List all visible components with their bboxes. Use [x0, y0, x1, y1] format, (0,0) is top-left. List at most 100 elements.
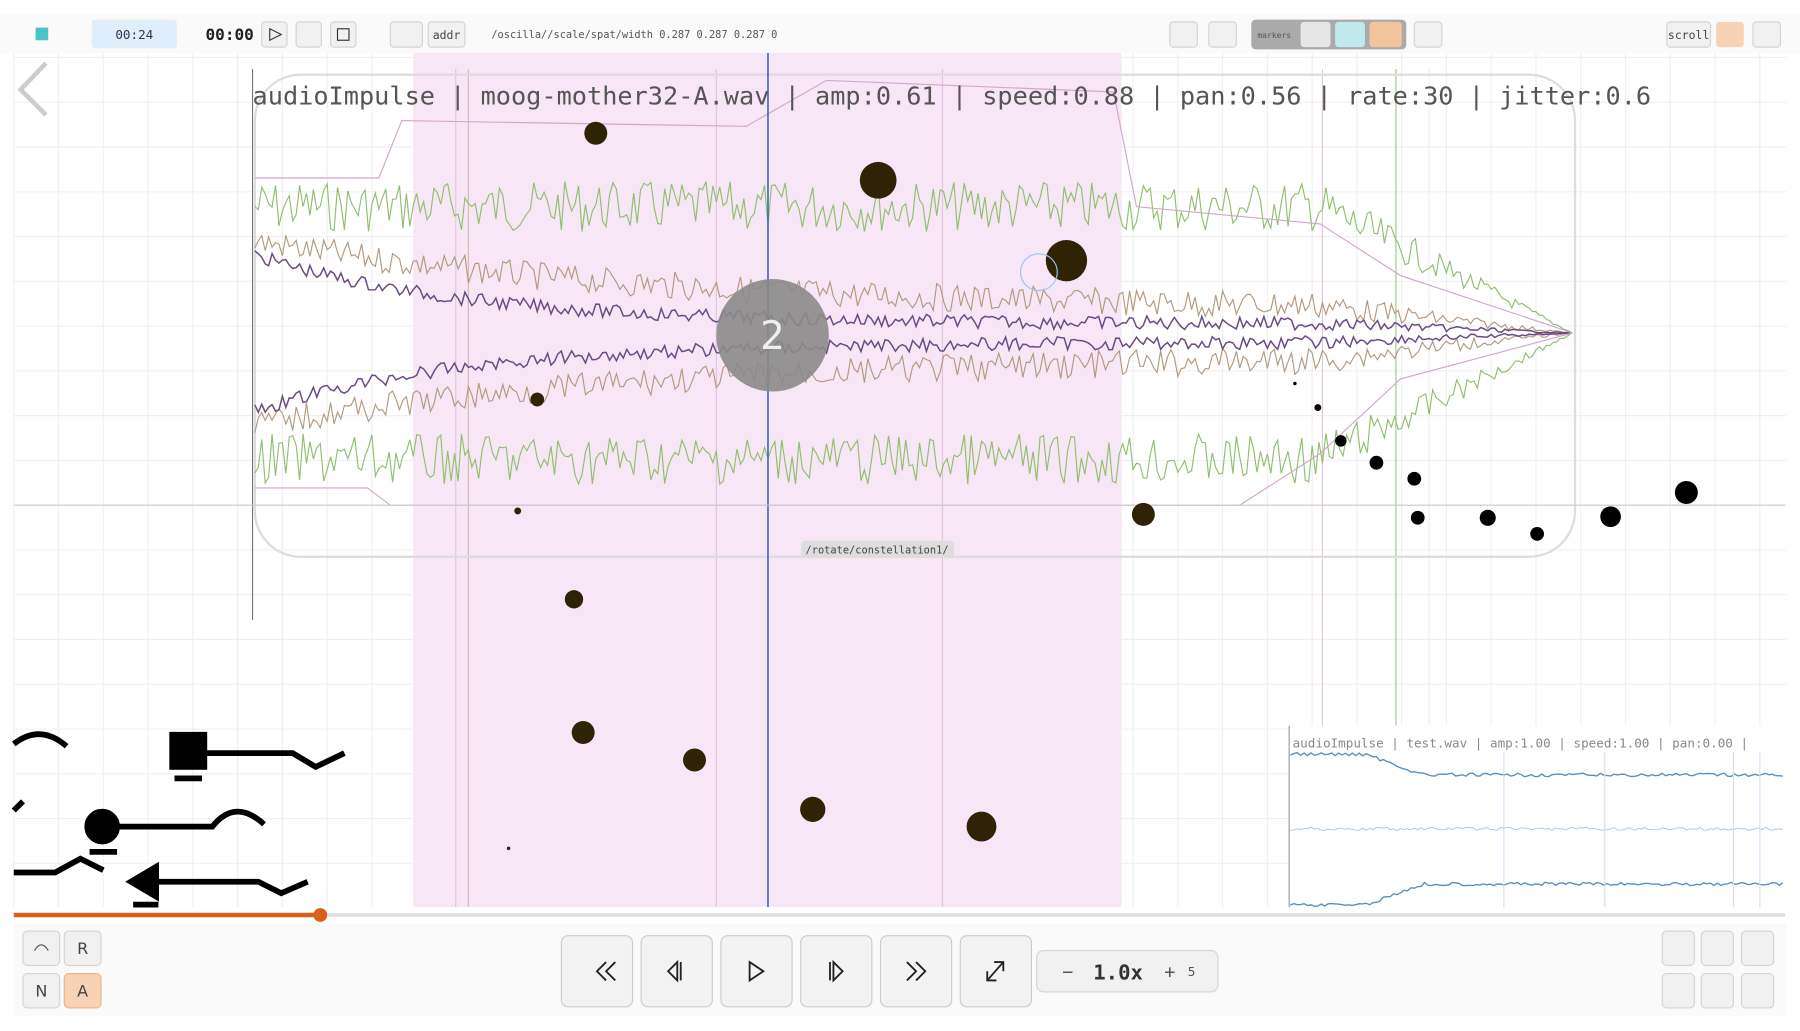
transport-icon [595, 961, 616, 982]
dot [564, 590, 584, 609]
right-buttons [1661, 930, 1775, 1009]
symbol [114, 808, 266, 830]
dot [800, 796, 826, 823]
dot [1369, 455, 1384, 470]
inset-wave [1290, 826, 1783, 832]
tool-button[interactable] [1740, 972, 1775, 1009]
inset-header: audioImpulse | test.wav | amp:1.00 | spe… [1293, 735, 1749, 750]
marker-up[interactable] [1335, 21, 1365, 48]
tool-button[interactable] [1661, 930, 1695, 967]
speed-plus[interactable]: + [1164, 962, 1175, 983]
toggle-button[interactable] [63, 972, 102, 1009]
transport-button[interactable] [800, 935, 873, 1008]
dot [514, 507, 522, 515]
toggle-button[interactable] [22, 972, 61, 1009]
waveform [254, 250, 1571, 334]
inset-panel [1288, 725, 1787, 907]
dot [1600, 506, 1621, 527]
dot [1314, 404, 1322, 412]
tool-button[interactable] [1661, 972, 1695, 1009]
dot [1335, 435, 1347, 447]
main-header: audioImpulse | moog-mother32-A.wav | amp… [253, 82, 1652, 111]
scroll-button[interactable] [1666, 21, 1712, 48]
left-buttons: R N A [22, 930, 102, 1009]
tool-button[interactable] [1700, 930, 1734, 967]
menu-button[interactable] [1752, 21, 1782, 48]
dot [1131, 502, 1155, 526]
badge-number: 2 [760, 314, 785, 359]
toggle-label: N [35, 981, 47, 1000]
speed-value: 1.0x [1093, 960, 1143, 984]
transport-icon [748, 960, 766, 983]
tag-label: /rotate/constellation1/ [806, 544, 949, 556]
osc-path: /oscilla//scale/spat/width 0.287 0.287 0… [491, 29, 777, 41]
dot [1674, 481, 1698, 505]
toggle-button[interactable] [63, 930, 102, 967]
symbol [12, 731, 69, 749]
addr-label: addr [433, 28, 461, 42]
transport-icon [906, 961, 927, 982]
inset-wave [1290, 881, 1784, 907]
transport-icon [986, 961, 1005, 982]
time-box [91, 19, 177, 49]
inset-wave [1290, 752, 1783, 778]
play-icon [269, 27, 283, 42]
dot [1530, 526, 1545, 541]
addr-button[interactable] [427, 21, 466, 48]
symbol [204, 750, 346, 771]
speed-box [1036, 950, 1219, 993]
mute-button[interactable] [389, 21, 424, 48]
inset-waves [1290, 751, 1784, 907]
tag-box [801, 540, 954, 558]
speed-step: 5 [1188, 964, 1196, 979]
waveform [254, 333, 1571, 486]
note-button[interactable] [1208, 21, 1237, 48]
edit-button[interactable] [1169, 21, 1198, 48]
waveform [254, 234, 1571, 334]
symbol [84, 808, 120, 845]
symbol [11, 799, 105, 876]
symbol [156, 878, 309, 897]
badge-circle [716, 279, 829, 392]
dot [584, 121, 608, 145]
transport-icon [666, 959, 682, 983]
console-button[interactable] [1413, 21, 1443, 48]
envelope [254, 79, 1573, 334]
transport-button[interactable] [720, 935, 793, 1008]
play-small[interactable] [261, 21, 288, 48]
back-arrow[interactable] [17, 61, 48, 117]
dot [530, 392, 545, 407]
markers-label: markers [1257, 31, 1291, 40]
dot [1479, 509, 1496, 526]
marker-down[interactable] [1300, 21, 1331, 48]
transport [560, 935, 1033, 1008]
waveform [254, 181, 1571, 333]
symbol [169, 731, 208, 770]
dot [1293, 381, 1297, 386]
tool-button[interactable] [1700, 972, 1734, 1009]
symbols [11, 731, 346, 908]
transport-icon [829, 959, 844, 983]
toggle-label: R [77, 939, 88, 958]
undo-button[interactable] [22, 930, 61, 967]
stop-small[interactable] [330, 21, 357, 48]
status-icon [35, 27, 49, 41]
dot [859, 161, 897, 199]
tool-button[interactable] [1740, 930, 1775, 967]
dot [683, 748, 706, 772]
pause-small[interactable] [295, 21, 323, 48]
dot [571, 720, 595, 744]
progress-handle[interactable] [313, 908, 328, 922]
speed-minus[interactable]: − [1062, 962, 1073, 983]
icon-button[interactable] [1716, 21, 1744, 48]
waveform [254, 332, 1571, 414]
dot [1410, 510, 1425, 525]
time-display: 00:24 [115, 27, 153, 42]
cursor-ring [1019, 253, 1058, 292]
toggle-label: A [77, 981, 88, 1000]
undo-icon [33, 944, 49, 951]
scroll-label: scroll [1668, 28, 1709, 42]
stop-icon [336, 28, 350, 41]
marker-heart[interactable] [1369, 21, 1402, 48]
